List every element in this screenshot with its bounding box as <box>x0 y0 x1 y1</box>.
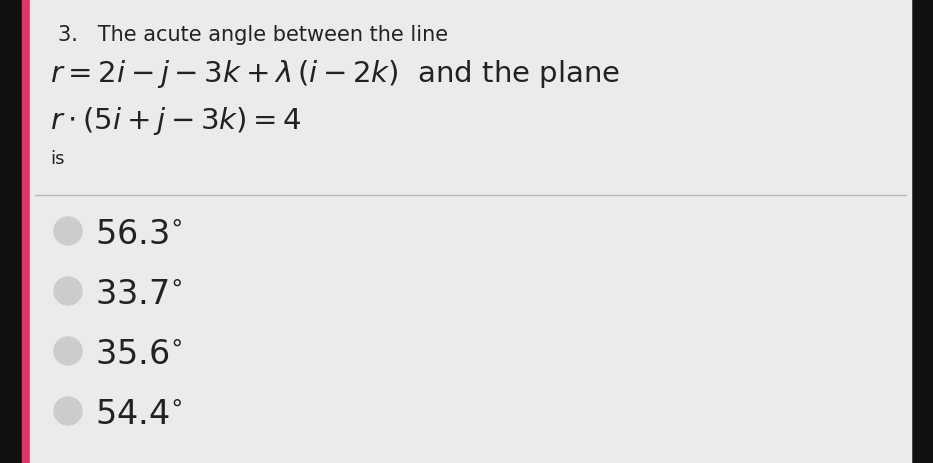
Text: $35.6^{\circ}$: $35.6^{\circ}$ <box>95 338 183 371</box>
Bar <box>22 0 30 463</box>
Text: 3.   The acute angle between the line: 3. The acute angle between the line <box>58 25 448 45</box>
Bar <box>0 0 22 463</box>
Text: is: is <box>50 150 64 168</box>
Text: $33.7^{\circ}$: $33.7^{\circ}$ <box>95 278 183 311</box>
Bar <box>911 0 933 463</box>
Circle shape <box>54 397 82 425</box>
Text: $r = 2i - j - 3k + \lambda\,(i - 2k)$  and the plane: $r = 2i - j - 3k + \lambda\,(i - 2k)$ an… <box>50 58 620 90</box>
Circle shape <box>54 277 82 305</box>
Text: $r \cdot (5i + j - 3k) = 4$: $r \cdot (5i + j - 3k) = 4$ <box>50 105 301 137</box>
Circle shape <box>54 217 82 245</box>
Bar <box>905 0 911 463</box>
Text: $56.3^{\circ}$: $56.3^{\circ}$ <box>95 218 183 251</box>
Circle shape <box>54 337 82 365</box>
Text: $54.4^{\circ}$: $54.4^{\circ}$ <box>95 398 183 431</box>
